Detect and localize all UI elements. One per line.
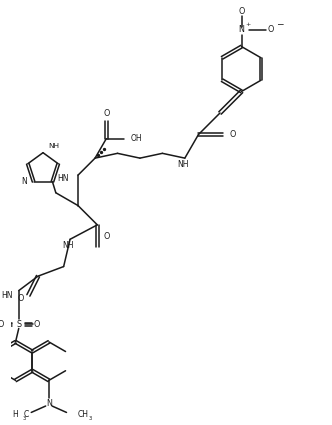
Text: O: O	[103, 108, 110, 118]
Text: CH: CH	[78, 410, 89, 419]
Text: O: O	[0, 320, 4, 329]
Text: +: +	[245, 22, 251, 27]
Text: 3: 3	[23, 416, 26, 421]
Text: O: O	[17, 294, 24, 303]
Text: C: C	[24, 410, 29, 419]
Text: OH: OH	[131, 134, 142, 143]
Text: N: N	[239, 26, 244, 34]
Text: N: N	[22, 177, 27, 186]
Text: HN: HN	[1, 291, 12, 300]
Text: NH: NH	[48, 143, 59, 149]
Text: O: O	[104, 232, 110, 241]
Text: HN: HN	[57, 174, 68, 183]
Text: −: −	[276, 20, 284, 28]
Text: NH: NH	[63, 241, 74, 250]
Text: O: O	[267, 26, 274, 34]
Text: N: N	[46, 399, 52, 408]
Text: H: H	[13, 410, 18, 419]
Text: S: S	[16, 320, 21, 329]
Text: O: O	[229, 130, 236, 139]
Text: O: O	[238, 7, 245, 16]
Text: 3: 3	[89, 416, 92, 421]
Text: NH: NH	[178, 160, 189, 169]
Text: O: O	[33, 320, 40, 329]
